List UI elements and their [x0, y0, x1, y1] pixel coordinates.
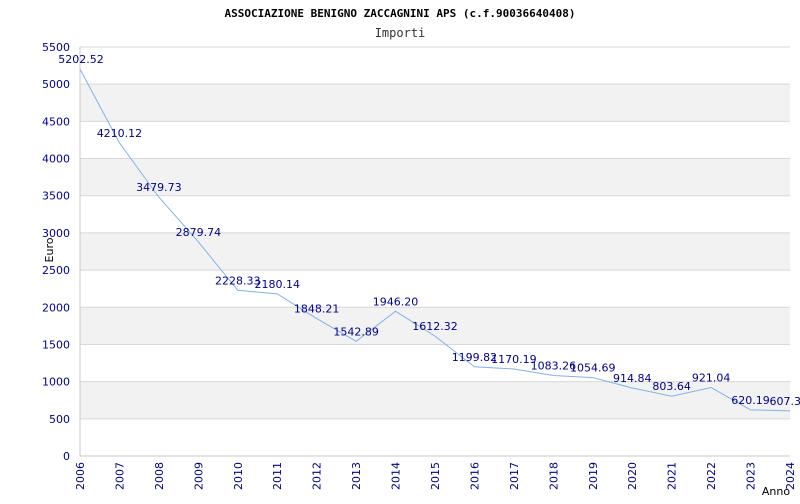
x-tick-label: 2016	[468, 462, 481, 490]
y-tick-label: 2000	[42, 301, 70, 314]
x-tick-label: 2015	[429, 462, 442, 490]
x-tick-label: 2006	[74, 462, 87, 490]
x-tick-label: 2022	[705, 462, 718, 490]
data-label: 2180.14	[254, 278, 300, 291]
data-label: 1054.69	[570, 362, 616, 375]
x-tick-label: 2011	[271, 462, 284, 490]
y-axis-label: Euro	[43, 237, 56, 262]
y-tick-label: 3500	[42, 190, 70, 203]
x-tick-label: 2014	[390, 462, 403, 490]
chart-subtitle: Importi	[375, 26, 426, 40]
x-tick-label: 2010	[232, 462, 245, 490]
plot-band	[80, 84, 790, 121]
x-tick-label: 2009	[192, 462, 205, 490]
y-tick-label: 5500	[42, 41, 70, 54]
data-label: 803.64	[652, 380, 691, 393]
chart-title: ASSOCIAZIONE BENIGNO ZACCAGNINI APS (c.f…	[225, 7, 576, 20]
x-tick-label: 2008	[153, 462, 166, 490]
x-tick-label: 2023	[745, 462, 758, 490]
y-tick-label: 500	[49, 413, 70, 426]
x-tick-label: 2020	[626, 462, 639, 490]
y-tick-label: 4500	[42, 115, 70, 128]
x-tick-label: 2018	[547, 462, 560, 490]
data-label: 1542.89	[333, 325, 379, 338]
y-tick-label: 2500	[42, 264, 70, 277]
x-tick-label: 2012	[311, 462, 324, 490]
y-tick-label: 1500	[42, 338, 70, 351]
data-label: 5202.52	[58, 53, 104, 66]
data-label: 1848.21	[294, 303, 340, 316]
y-tick-label: 1000	[42, 376, 70, 389]
data-label: 620.19	[731, 394, 770, 407]
data-label: 1946.20	[373, 295, 419, 308]
y-tick-label: 4000	[42, 153, 70, 166]
x-tick-label: 2019	[587, 462, 600, 490]
x-tick-label: 2021	[666, 462, 679, 490]
data-label: 914.84	[613, 372, 652, 385]
x-tick-label: 2007	[113, 462, 126, 490]
data-label: 2879.74	[176, 226, 222, 239]
y-tick-label: 0	[63, 450, 70, 463]
plot-bands	[80, 84, 790, 419]
data-label: 4210.12	[97, 127, 143, 140]
data-label: 607.3	[770, 395, 800, 408]
data-label: 1612.32	[412, 320, 458, 333]
x-tick-label: 2013	[350, 462, 363, 490]
data-label: 3479.73	[136, 181, 182, 194]
x-axis-label: Anno	[762, 485, 790, 498]
data-label: 921.04	[692, 372, 731, 385]
x-tick-labels: 2006 2007 2008 2009 2010 2011 2012 2013 2014 2015…	[74, 462, 797, 490]
x-tick-label: 2017	[508, 462, 521, 490]
y-tick-label: 5000	[42, 78, 70, 91]
plot-band	[80, 159, 790, 196]
